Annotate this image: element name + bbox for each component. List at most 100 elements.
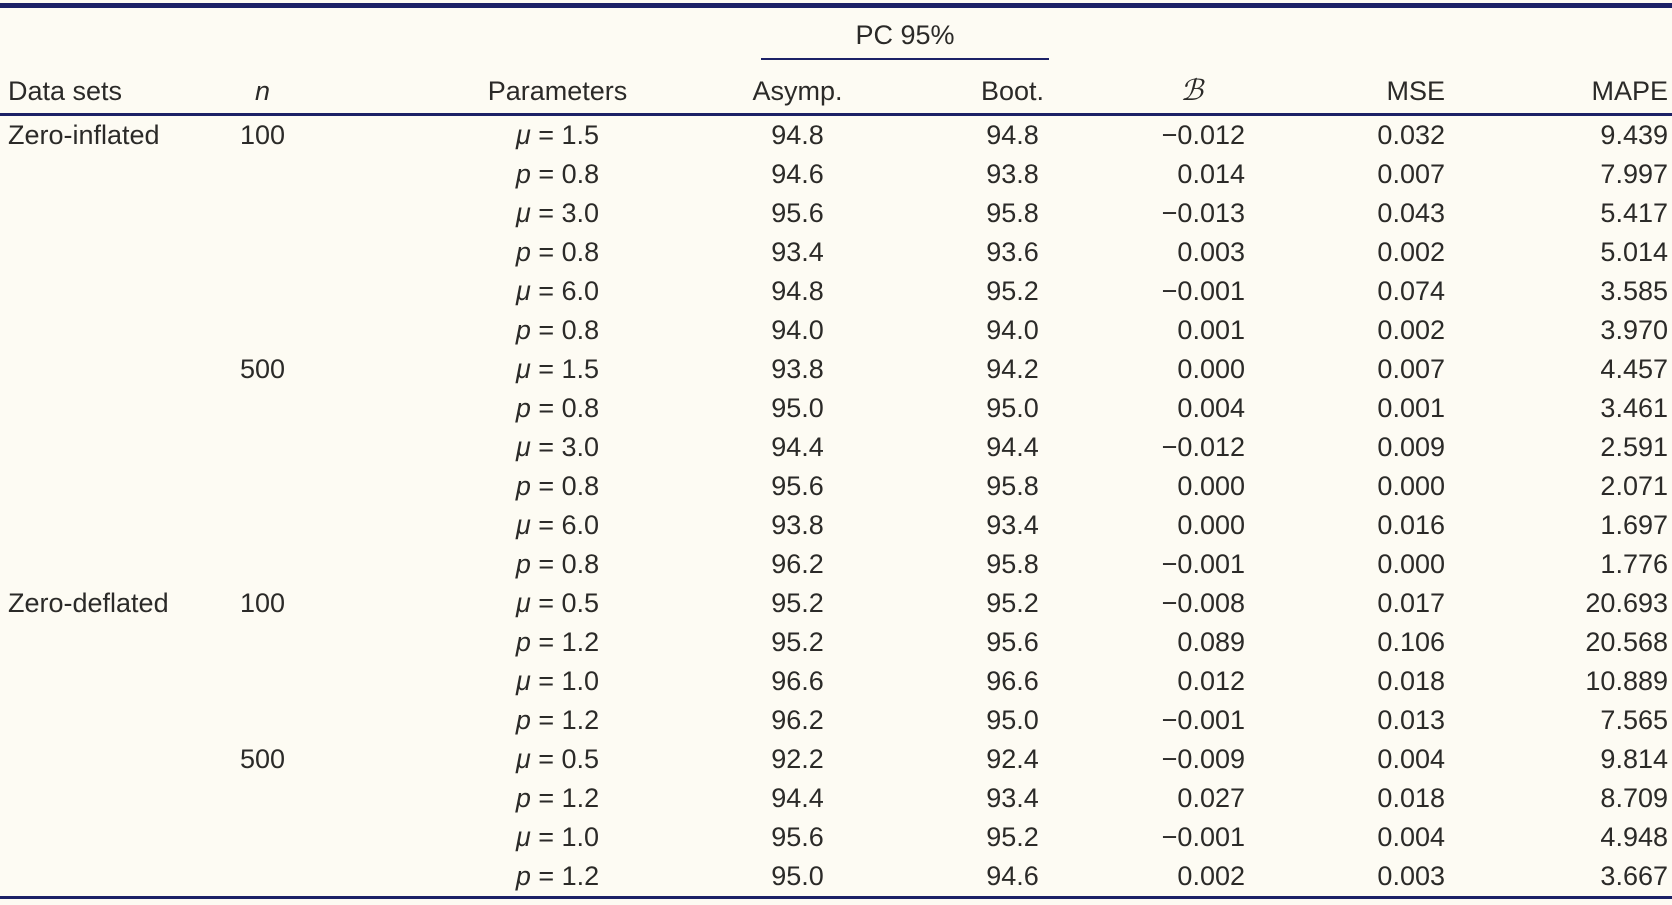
boot-cell: 94.4 <box>986 432 1039 462</box>
param-symbol: μ <box>515 354 531 384</box>
param-symbol: μ <box>515 666 531 696</box>
mape-cell: 20.568 <box>1585 627 1668 657</box>
parameter-cell: p = 0.8 <box>515 315 600 345</box>
n-cell <box>190 467 335 506</box>
table-top-rule <box>0 3 1672 8</box>
param-symbol: p <box>515 783 531 813</box>
mse-cell: 0.004 <box>1377 744 1445 774</box>
group-label-cell <box>0 545 190 584</box>
group-label-cell <box>0 311 190 350</box>
table-row: μ = 3.0 95.6 95.8 −0.013 0.043 5.417 <box>0 194 1672 233</box>
asymp-cell: 94.8 <box>771 120 824 150</box>
group-label-cell: Zero-inflated <box>8 120 160 150</box>
bias-cell: −0.013 <box>1161 198 1245 228</box>
n-cell <box>190 857 335 899</box>
group-label-cell <box>0 233 190 272</box>
parameter-cell: μ = 6.0 <box>515 510 600 540</box>
asymp-cell: 95.2 <box>771 588 824 618</box>
mse-cell: 0.000 <box>1377 549 1445 579</box>
mse-cell: 0.009 <box>1377 432 1445 462</box>
parameter-cell: μ = 1.5 <box>515 120 600 150</box>
table-body: Zero-inflated 100 μ = 1.5 94.8 94.8 −0.012 0.0… <box>0 115 1672 899</box>
asymp-cell: 96.2 <box>771 705 824 735</box>
boot-cell: 93.6 <box>986 237 1039 267</box>
asymp-cell: 95.6 <box>771 471 824 501</box>
param-symbol: p <box>515 861 531 891</box>
bias-cell: 0.027 <box>1177 783 1245 813</box>
table-row: μ = 6.0 94.8 95.2 −0.001 0.074 3.585 <box>0 272 1672 311</box>
param-symbol: p <box>515 471 531 501</box>
mape-cell: 7.997 <box>1600 159 1668 189</box>
spanner-spacer-right <box>1120 8 1672 60</box>
bias-cell: −0.001 <box>1161 822 1245 852</box>
results-table: PC 95% Data sets n Parameters Asymp. Boo… <box>0 8 1672 899</box>
asymp-cell: 95.6 <box>771 198 824 228</box>
boot-cell: 95.8 <box>986 549 1039 579</box>
mape-cell: 9.814 <box>1600 744 1668 774</box>
bias-cell: 0.001 <box>1177 315 1245 345</box>
group-label-cell <box>0 818 190 857</box>
mape-cell: 4.948 <box>1600 822 1668 852</box>
parameter-cell: μ = 1.5 <box>515 354 600 384</box>
n-cell: 500 <box>239 354 286 384</box>
group-label-cell <box>0 506 190 545</box>
bias-cell: 0.000 <box>1177 354 1245 384</box>
param-symbol: μ <box>515 510 531 540</box>
asymp-cell: 93.4 <box>771 237 824 267</box>
parameter-cell: μ = 6.0 <box>515 276 600 306</box>
asymp-cell: 94.4 <box>771 432 824 462</box>
param-symbol: p <box>515 315 531 345</box>
group-label-cell <box>0 389 190 428</box>
n-cell <box>190 818 335 857</box>
mape-cell: 2.591 <box>1600 432 1668 462</box>
column-header-boot: Boot. <box>905 60 1120 116</box>
boot-cell: 93.4 <box>986 510 1039 540</box>
boot-cell: 94.2 <box>986 354 1039 384</box>
n-cell <box>190 311 335 350</box>
bias-cell: 0.000 <box>1177 510 1245 540</box>
param-symbol: μ <box>515 744 531 774</box>
param-symbol: μ <box>515 120 531 150</box>
asymp-cell: 96.6 <box>771 666 824 696</box>
column-header-data-sets: Data sets <box>0 60 190 116</box>
mse-cell: 0.002 <box>1377 237 1445 267</box>
boot-cell: 94.6 <box>905 857 1120 899</box>
n-cell <box>190 194 335 233</box>
param-symbol: p <box>515 705 531 735</box>
pc95-spanner-label: PC 95% <box>855 20 955 50</box>
mape-cell: 5.014 <box>1600 237 1668 267</box>
table-row: p = 0.8 95.6 95.8 0.000 0.000 2.071 <box>0 467 1672 506</box>
param-symbol: μ <box>515 822 531 852</box>
table-header: PC 95% Data sets n Parameters Asymp. Boo… <box>0 8 1672 116</box>
asymp-cell: 93.8 <box>771 510 824 540</box>
parameter-cell: p = 0.8 <box>515 471 600 501</box>
n-cell <box>190 545 335 584</box>
table-row: p = 0.8 96.2 95.8 −0.001 0.000 1.776 <box>0 545 1672 584</box>
n-cell: 500 <box>239 744 286 774</box>
table-row: p = 0.8 95.0 95.0 0.004 0.001 3.461 <box>0 389 1672 428</box>
mape-cell: 3.585 <box>1600 276 1668 306</box>
spanner-spacer-left <box>0 8 690 60</box>
boot-cell: 93.8 <box>986 159 1039 189</box>
asymp-cell: 96.2 <box>771 549 824 579</box>
boot-cell: 95.8 <box>986 471 1039 501</box>
group-label-cell <box>0 779 190 818</box>
mse-cell: 0.017 <box>1377 588 1445 618</box>
asymp-cell: 94.4 <box>771 783 824 813</box>
mse-cell: 0.043 <box>1377 198 1445 228</box>
bias-cell: 0.002 <box>1120 857 1245 899</box>
asymp-cell: 94.0 <box>771 315 824 345</box>
parameter-cell: μ = 0.5 <box>515 588 600 618</box>
table-row: μ = 1.0 96.6 96.6 0.012 0.018 10.889 <box>0 662 1672 701</box>
mape-cell: 7.565 <box>1600 705 1668 735</box>
group-label-cell <box>0 194 190 233</box>
param-symbol: p <box>515 159 531 189</box>
mse-cell: 0.002 <box>1377 315 1445 345</box>
mse-cell: 0.106 <box>1377 627 1445 657</box>
boot-cell: 92.4 <box>986 744 1039 774</box>
param-symbol: μ <box>515 588 531 618</box>
table-row: μ = 3.0 94.4 94.4 −0.012 0.009 2.591 <box>0 428 1672 467</box>
bias-cell: 0.014 <box>1177 159 1245 189</box>
boot-cell: 95.8 <box>986 198 1039 228</box>
group-label-cell <box>0 155 190 194</box>
